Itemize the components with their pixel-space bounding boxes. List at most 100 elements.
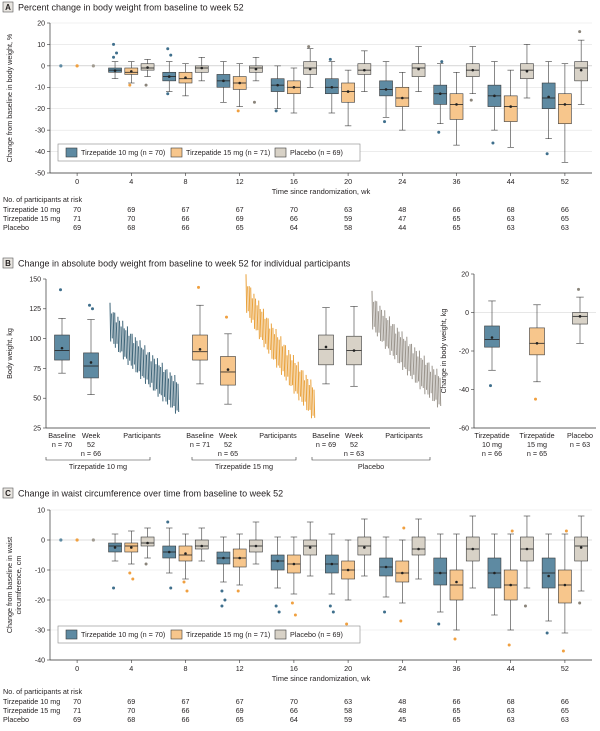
box-tirz15-wk0 bbox=[75, 538, 79, 542]
box-placebo-wk36 bbox=[465, 46, 480, 102]
legend-label-placebo: Placebo (n = 69) bbox=[290, 630, 343, 639]
box-tirz15-wk4-mean bbox=[130, 546, 133, 549]
legend: Tirzepatide 10 mg (n = 70) Tirzepatide 15… bbox=[57, 143, 361, 162]
y-tick-label: -40 bbox=[459, 387, 469, 394]
box-tirz15-week-mean bbox=[226, 368, 230, 371]
box-placebo-wk16-mean bbox=[308, 546, 312, 549]
column-label: n = 71 bbox=[190, 440, 210, 449]
box-tirz15-wk36-outlier bbox=[453, 637, 457, 641]
box-change-tirz10-mean bbox=[490, 336, 494, 339]
box-tirz10-wk52 bbox=[541, 61, 556, 156]
box-tirz10-wk36-outlier bbox=[437, 622, 441, 626]
box-tirz10-baseline-mean bbox=[60, 346, 64, 350]
box-placebo-wk44 bbox=[520, 44, 534, 99]
box-tirz10-wk44-mean bbox=[493, 571, 496, 575]
box-tirz10-wk52-outlier bbox=[545, 152, 549, 156]
box-tirz15-wk52 bbox=[558, 529, 572, 653]
x-tick-label: 36 bbox=[453, 177, 461, 186]
box-tirz10-wk24 bbox=[379, 61, 393, 124]
box-tirz10-wk52-mean bbox=[547, 574, 550, 578]
y-tick-label: -30 bbox=[35, 128, 45, 135]
box-tirz10-wk4-outlier bbox=[115, 51, 119, 55]
x-tick-label: 44 bbox=[507, 177, 515, 186]
column-label: Participants bbox=[259, 431, 297, 440]
box-placebo-baseline-box bbox=[318, 334, 334, 366]
box-change-tirz15-box bbox=[529, 327, 545, 356]
box-placebo-wk8 bbox=[194, 527, 209, 562]
box-tirz10-wk12-outlier bbox=[220, 604, 224, 608]
box-tirz10-wk12-outlier bbox=[220, 589, 224, 593]
y-tick-label: 150 bbox=[29, 276, 41, 283]
box-tirz15-wk24-outlier bbox=[399, 619, 403, 623]
box-placebo-wk4-box bbox=[140, 536, 155, 547]
y-tick-label: 10 bbox=[37, 42, 45, 49]
x-tick-label: 36 bbox=[453, 664, 461, 673]
group-label: Placebo bbox=[358, 462, 384, 471]
box-tirz10-wk16-mean bbox=[276, 83, 279, 87]
box-placebo-wk52-mean bbox=[579, 68, 583, 72]
risk-value: 66 bbox=[290, 214, 298, 223]
panel-b-badge bbox=[2, 257, 14, 269]
column-label: 10 mg bbox=[482, 440, 502, 449]
box-tirz10-wk12-mean bbox=[222, 556, 225, 560]
risk-value: 69 bbox=[127, 205, 135, 214]
box-placebo-wk52-box bbox=[574, 536, 588, 562]
box-tirz15-wk12 bbox=[232, 533, 247, 593]
box-tirz15-wk8 bbox=[178, 63, 193, 97]
box-tirz10-wk8-outlier bbox=[169, 586, 173, 590]
risk-value: 63 bbox=[507, 223, 515, 232]
box-placebo-wk8-mean bbox=[200, 66, 204, 70]
participant-lines bbox=[245, 274, 316, 419]
box-tirz15-wk44-mean bbox=[509, 105, 512, 108]
box-tirz15-wk52-mean bbox=[563, 103, 567, 106]
box-placebo-wk0-point bbox=[91, 538, 95, 542]
box-tirz15-wk8-outlier bbox=[182, 580, 186, 584]
box-change-placebo-mean bbox=[578, 315, 582, 318]
box-tirz10-wk36 bbox=[433, 533, 448, 626]
box-tirz15-wk12 bbox=[232, 63, 247, 113]
group-bracket bbox=[311, 457, 431, 461]
box-tirz10-wk12-mean bbox=[222, 79, 225, 83]
box-tirz15-wk36 bbox=[449, 71, 464, 146]
risk-value: 64 bbox=[290, 715, 298, 724]
box-tirz15-wk24-mean bbox=[401, 571, 404, 575]
x-axis-title: Time since randomization, wk bbox=[272, 674, 371, 683]
box-tirz15-wk8-mean bbox=[184, 552, 187, 555]
box-tirz15-wk16 bbox=[287, 67, 301, 114]
box-tirz10-baseline bbox=[54, 288, 70, 374]
box-tirz10-wk8-mean bbox=[167, 75, 171, 78]
box-placebo-wk16 bbox=[303, 45, 317, 88]
panel-c-header: C Change in waist circumference over tim… bbox=[2, 487, 283, 499]
box-tirz10-week-mean bbox=[89, 361, 93, 364]
box-tirz15-wk12-mean bbox=[238, 81, 241, 85]
box-tirz10-wk44-mean bbox=[493, 94, 496, 98]
box-placebo-wk20 bbox=[357, 518, 372, 577]
risk-value: 63 bbox=[561, 223, 569, 232]
column-label: n = 69 bbox=[316, 440, 336, 449]
legend-swatch-placebo bbox=[274, 629, 287, 640]
risk-value: 63 bbox=[507, 214, 515, 223]
x-tick-label: 4 bbox=[129, 177, 133, 186]
risk-value: 69 bbox=[73, 223, 81, 232]
box-tirz15-baseline bbox=[192, 285, 208, 385]
box-tirz10-wk44 bbox=[487, 61, 502, 145]
risk-value: 65 bbox=[561, 214, 569, 223]
column-label: n = 63 bbox=[570, 440, 590, 449]
x-tick-label: 16 bbox=[290, 664, 298, 673]
y-axis-title: Change from baseline in waist bbox=[5, 537, 14, 633]
panel-a-letter: A bbox=[5, 3, 11, 12]
box-placebo-wk52-outlier bbox=[578, 30, 582, 34]
risk-table-title: No. of participants at risk bbox=[3, 687, 83, 696]
box-tirz10-wk0 bbox=[59, 538, 63, 542]
box-placebo-wk0 bbox=[91, 538, 95, 542]
box-tirz10-wk44-outlier bbox=[491, 141, 495, 145]
box-tirz15-wk36-mean bbox=[455, 580, 458, 584]
legend-swatch-tirz10 bbox=[65, 629, 78, 640]
participant-lines bbox=[109, 302, 180, 414]
box-tirz10-wk16-mean bbox=[276, 559, 279, 563]
risk-value: 68 bbox=[127, 715, 135, 724]
box-tirz15-wk4-outlier bbox=[131, 577, 135, 581]
box-tirz10-wk24-outlier bbox=[383, 120, 387, 124]
box-tirz15-wk52 bbox=[558, 63, 572, 163]
group-bracket bbox=[191, 457, 297, 461]
